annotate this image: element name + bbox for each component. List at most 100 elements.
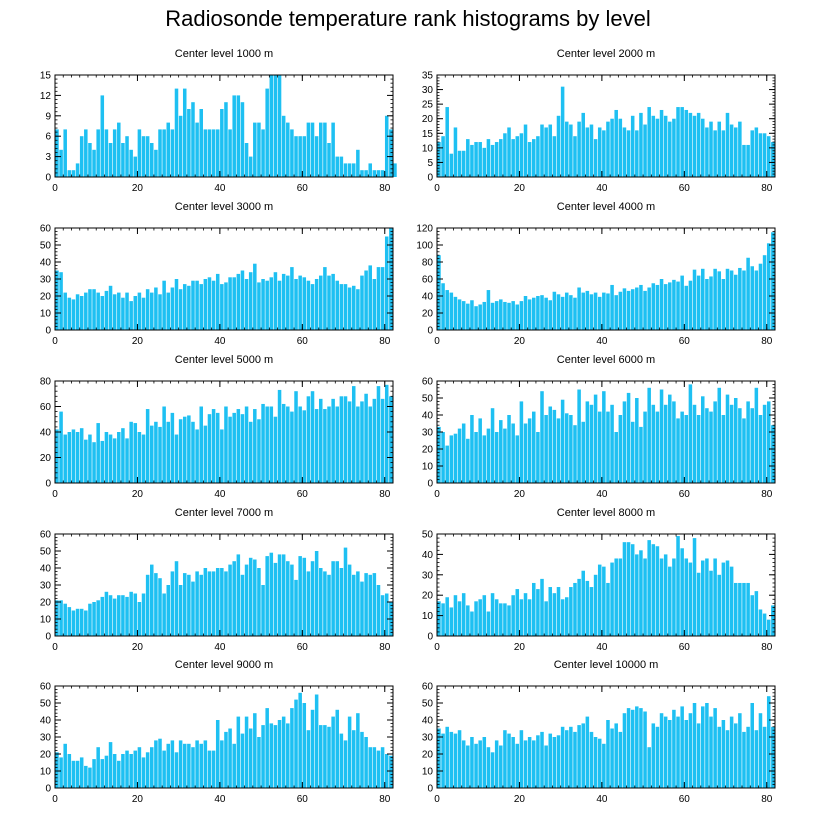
bar bbox=[331, 273, 335, 330]
bar bbox=[548, 124, 553, 177]
bar bbox=[294, 699, 298, 788]
bar bbox=[335, 280, 340, 330]
bar bbox=[758, 263, 763, 330]
bar bbox=[552, 593, 557, 636]
bar bbox=[236, 273, 241, 330]
bar bbox=[532, 411, 536, 483]
bar bbox=[121, 143, 125, 177]
bar bbox=[766, 243, 771, 330]
bar bbox=[453, 733, 458, 788]
bar bbox=[470, 300, 474, 330]
bar bbox=[593, 394, 598, 483]
panel-3: 0 20 40 60 80 0 10 20 30 40 50 60 Center level 3000 … bbox=[40, 201, 394, 347]
bar bbox=[597, 296, 602, 330]
bar bbox=[663, 404, 668, 483]
bar bbox=[696, 415, 701, 483]
bar bbox=[137, 129, 142, 177]
bar bbox=[672, 558, 676, 636]
panel-title: Center level 10000 m bbox=[554, 659, 659, 671]
bar bbox=[306, 122, 311, 177]
bar bbox=[207, 129, 212, 177]
x-tick-label: 0 bbox=[434, 642, 440, 653]
bar bbox=[729, 270, 734, 330]
bar bbox=[556, 587, 561, 636]
bar bbox=[581, 421, 585, 483]
bar bbox=[211, 129, 216, 177]
bar bbox=[544, 601, 548, 636]
bar bbox=[663, 115, 668, 177]
x-tick-label: 20 bbox=[132, 336, 144, 347]
bar bbox=[672, 401, 676, 483]
bar bbox=[597, 564, 602, 636]
bar bbox=[364, 170, 368, 177]
bar bbox=[269, 277, 274, 330]
x-tick-label: 20 bbox=[514, 336, 526, 347]
bar bbox=[265, 406, 269, 483]
bar bbox=[224, 731, 228, 788]
bar bbox=[688, 562, 693, 636]
y-tick-label: 0 bbox=[427, 326, 433, 337]
panel-8: 0 20 40 60 80 0 10 20 30 40 50 Center level 8000 m bbox=[422, 507, 776, 653]
bar bbox=[384, 384, 389, 483]
bar bbox=[701, 118, 705, 177]
bar bbox=[581, 292, 585, 330]
bar bbox=[581, 570, 585, 636]
bar bbox=[585, 716, 590, 788]
bar bbox=[647, 540, 651, 636]
bar bbox=[478, 740, 482, 788]
bar bbox=[482, 147, 487, 177]
bar bbox=[384, 754, 389, 788]
y-tick-label: 0 bbox=[427, 784, 433, 795]
bar bbox=[742, 270, 746, 330]
y-tick-label: 10 bbox=[40, 767, 52, 778]
bar bbox=[335, 406, 340, 483]
bar bbox=[622, 127, 627, 177]
bar bbox=[701, 268, 705, 330]
bar bbox=[75, 760, 80, 788]
bar bbox=[457, 299, 462, 330]
bar bbox=[610, 284, 614, 330]
y-tick-label: 25 bbox=[422, 100, 434, 111]
bar bbox=[762, 613, 767, 636]
bar bbox=[187, 743, 191, 788]
bar bbox=[622, 713, 627, 788]
bar bbox=[380, 595, 385, 636]
bar bbox=[560, 86, 565, 177]
bar bbox=[269, 75, 274, 177]
bar bbox=[323, 725, 327, 788]
bar bbox=[725, 560, 730, 636]
bar bbox=[294, 391, 298, 483]
bar bbox=[158, 426, 162, 483]
x-tick-label: 60 bbox=[297, 183, 309, 194]
bar bbox=[327, 143, 331, 177]
bar bbox=[569, 415, 573, 483]
bar bbox=[556, 294, 561, 330]
bar bbox=[166, 292, 171, 330]
bar bbox=[461, 423, 466, 483]
y-tick-label: 40 bbox=[422, 292, 434, 303]
bar bbox=[750, 408, 754, 483]
bar bbox=[713, 268, 717, 330]
bar bbox=[327, 275, 331, 330]
bar bbox=[602, 391, 606, 483]
y-tick-label: 20 bbox=[422, 750, 434, 761]
bar bbox=[339, 396, 344, 483]
bar bbox=[211, 750, 216, 788]
bar bbox=[351, 574, 356, 636]
bar bbox=[680, 411, 684, 483]
bar bbox=[630, 544, 635, 636]
bar bbox=[709, 121, 713, 177]
bar bbox=[758, 415, 763, 483]
bar bbox=[478, 142, 482, 177]
x-tick-label: 0 bbox=[434, 183, 440, 194]
bar bbox=[713, 130, 717, 177]
bar bbox=[733, 274, 738, 330]
bar bbox=[771, 605, 775, 636]
bar bbox=[129, 301, 133, 330]
bar bbox=[532, 740, 536, 788]
bar bbox=[692, 538, 697, 636]
bar bbox=[569, 726, 573, 788]
bar bbox=[490, 302, 495, 330]
bar bbox=[356, 571, 360, 636]
